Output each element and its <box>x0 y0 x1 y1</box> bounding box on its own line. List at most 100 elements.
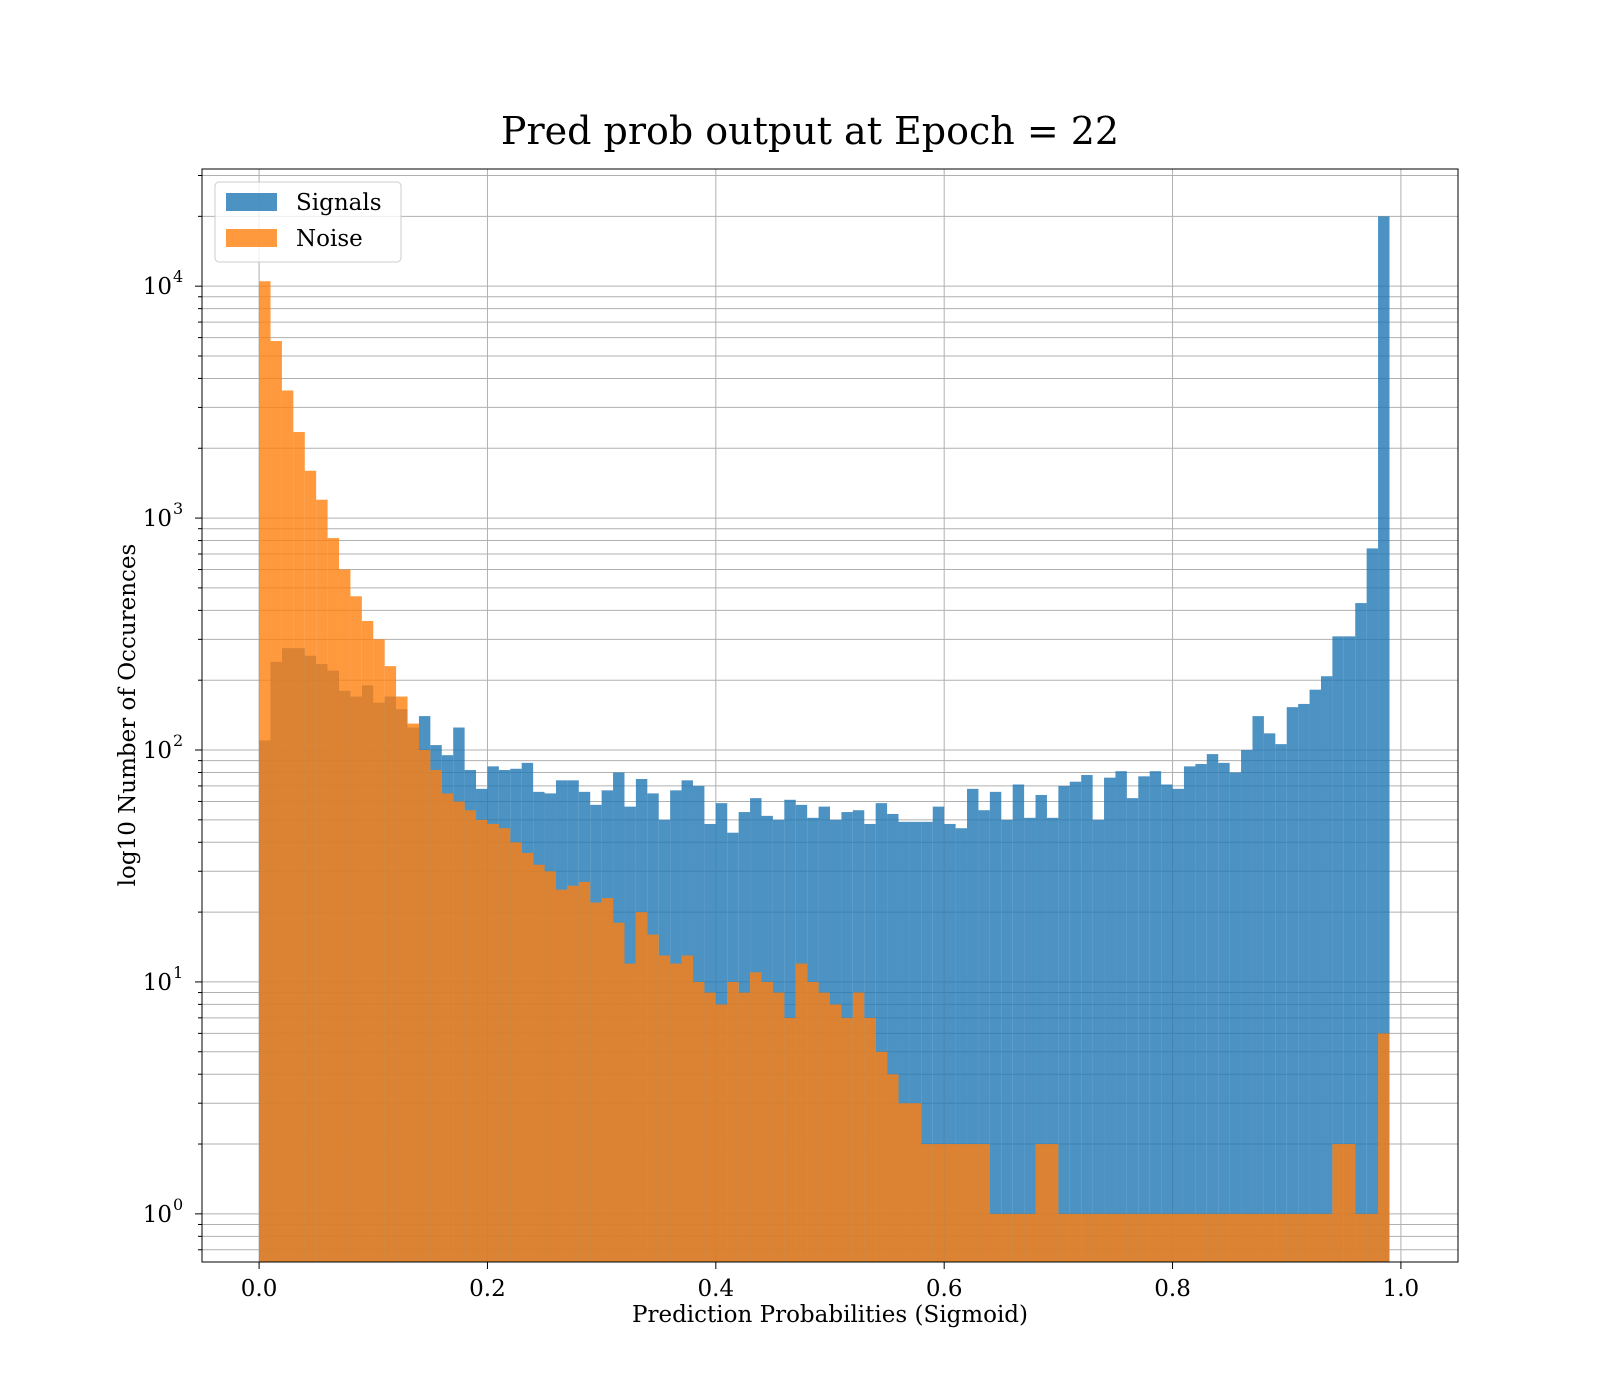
bar-noise-92 <box>1309 1213 1321 1262</box>
y-tick-exponent-0: 0 <box>173 1195 183 1214</box>
bar-noise-72 <box>1081 1213 1093 1262</box>
y-tick-exponent-1: 1 <box>173 963 183 982</box>
y-tick-exponent-3: 3 <box>173 499 183 518</box>
bar-signals-77 <box>1138 776 1150 1262</box>
bar-signals-94 <box>1332 636 1344 1262</box>
bar-signals-76 <box>1126 798 1139 1262</box>
histogram-bars <box>259 216 1390 1263</box>
bar-noise-95 <box>1343 1144 1356 1262</box>
y-tick-label-0: 10 <box>143 1202 172 1228</box>
bar-noise-2 <box>281 390 294 1263</box>
bar-noise-73 <box>1092 1213 1105 1262</box>
bar-noise-79 <box>1161 1213 1173 1262</box>
bar-noise-63 <box>978 1144 990 1262</box>
bar-signals-54 <box>875 803 888 1262</box>
bar-signals-73 <box>1092 819 1105 1262</box>
bar-noise-10 <box>373 639 385 1262</box>
bar-noise-48 <box>807 981 819 1262</box>
bar-noise-1 <box>270 341 282 1263</box>
bar-signals-89 <box>1275 744 1287 1262</box>
bar-noise-80 <box>1172 1213 1184 1262</box>
x-tick-label-2: 0.4 <box>698 1276 735 1302</box>
bar-noise-9 <box>361 620 374 1262</box>
bar-noise-49 <box>818 992 830 1262</box>
bar-noise-6 <box>327 538 340 1262</box>
legend-swatch-signals <box>226 193 277 211</box>
bar-noise-4 <box>304 470 317 1262</box>
x-tick-label-3: 0.6 <box>926 1276 963 1302</box>
bar-signals-95 <box>1343 636 1356 1262</box>
bar-signals-80 <box>1172 788 1184 1262</box>
y-tick-exponent-4: 4 <box>173 267 183 286</box>
bar-noise-96 <box>1355 1213 1367 1262</box>
bar-noise-58 <box>921 1144 933 1262</box>
bar-signals-81 <box>1183 766 1196 1262</box>
bar-noise-14 <box>418 750 431 1262</box>
bar-noise-42 <box>738 992 751 1262</box>
bar-noise-15 <box>430 769 442 1262</box>
bar-noise-88 <box>1263 1213 1276 1262</box>
bar-signals-87 <box>1252 716 1264 1262</box>
bar-noise-75 <box>1115 1213 1127 1262</box>
legend-label-signals: Signals <box>296 190 382 216</box>
bar-noise-28 <box>578 881 591 1262</box>
bar-noise-31 <box>613 922 625 1262</box>
bar-noise-59 <box>932 1144 945 1262</box>
bar-noise-65 <box>1001 1213 1013 1262</box>
bar-signals-69 <box>1046 817 1059 1262</box>
bar-noise-35 <box>658 955 671 1262</box>
bar-noise-36 <box>670 963 682 1262</box>
x-tick-label-0: 0.0 <box>241 1276 278 1302</box>
legend: Signals Noise <box>214 181 402 263</box>
bar-noise-93 <box>1320 1213 1333 1262</box>
bar-noise-43 <box>750 972 762 1262</box>
bar-signals-68 <box>1035 794 1047 1262</box>
bar-noise-11 <box>384 666 397 1262</box>
bar-noise-12 <box>396 696 408 1262</box>
bar-noise-87 <box>1252 1213 1264 1262</box>
bar-noise-30 <box>601 898 614 1262</box>
bar-noise-54 <box>875 1051 888 1262</box>
plot-area-frame <box>201 168 1459 1263</box>
legend-label-noise: Noise <box>296 226 363 252</box>
bar-signals-64 <box>989 791 1002 1262</box>
x-tick-label-4: 0.8 <box>1154 1276 1191 1302</box>
bar-signals-78 <box>1149 771 1162 1262</box>
bar-signals-65 <box>1001 819 1013 1262</box>
bar-noise-81 <box>1183 1213 1196 1262</box>
bar-noise-57 <box>909 1103 922 1262</box>
y-tick-label-3: 10 <box>143 506 172 532</box>
bar-noise-56 <box>898 1103 910 1262</box>
bar-noise-44 <box>761 981 773 1262</box>
bar-noise-77 <box>1138 1213 1150 1262</box>
bar-signals-71 <box>1069 781 1082 1262</box>
y-tick-label-1: 10 <box>143 970 172 996</box>
bar-signals-98 <box>1378 216 1390 1263</box>
bar-noise-34 <box>647 934 659 1262</box>
bar-noise-40 <box>715 1004 728 1262</box>
bar-noise-76 <box>1126 1213 1139 1262</box>
bar-noise-97 <box>1366 1213 1379 1262</box>
bar-signals-63 <box>978 810 990 1262</box>
bar-noise-84 <box>1218 1213 1230 1262</box>
bar-noise-82 <box>1195 1213 1207 1262</box>
bar-noise-18 <box>464 810 477 1262</box>
bar-signals-96 <box>1355 603 1367 1262</box>
bar-signals-74 <box>1104 777 1116 1262</box>
x-axis-label: Prediction Probabilities (Sigmoid) <box>632 1302 1028 1328</box>
bar-noise-66 <box>1012 1213 1025 1262</box>
bar-noise-7 <box>339 569 351 1262</box>
bar-signals-75 <box>1115 771 1127 1262</box>
bar-signals-66 <box>1012 784 1025 1262</box>
y-tick-label-2: 10 <box>143 738 172 764</box>
bar-signals-84 <box>1218 762 1230 1262</box>
bar-noise-85 <box>1229 1213 1242 1262</box>
bar-noise-71 <box>1069 1213 1082 1262</box>
bar-noise-62 <box>967 1144 979 1262</box>
bar-noise-68 <box>1035 1144 1047 1262</box>
bar-noise-3 <box>293 432 305 1262</box>
bar-noise-29 <box>590 902 602 1262</box>
